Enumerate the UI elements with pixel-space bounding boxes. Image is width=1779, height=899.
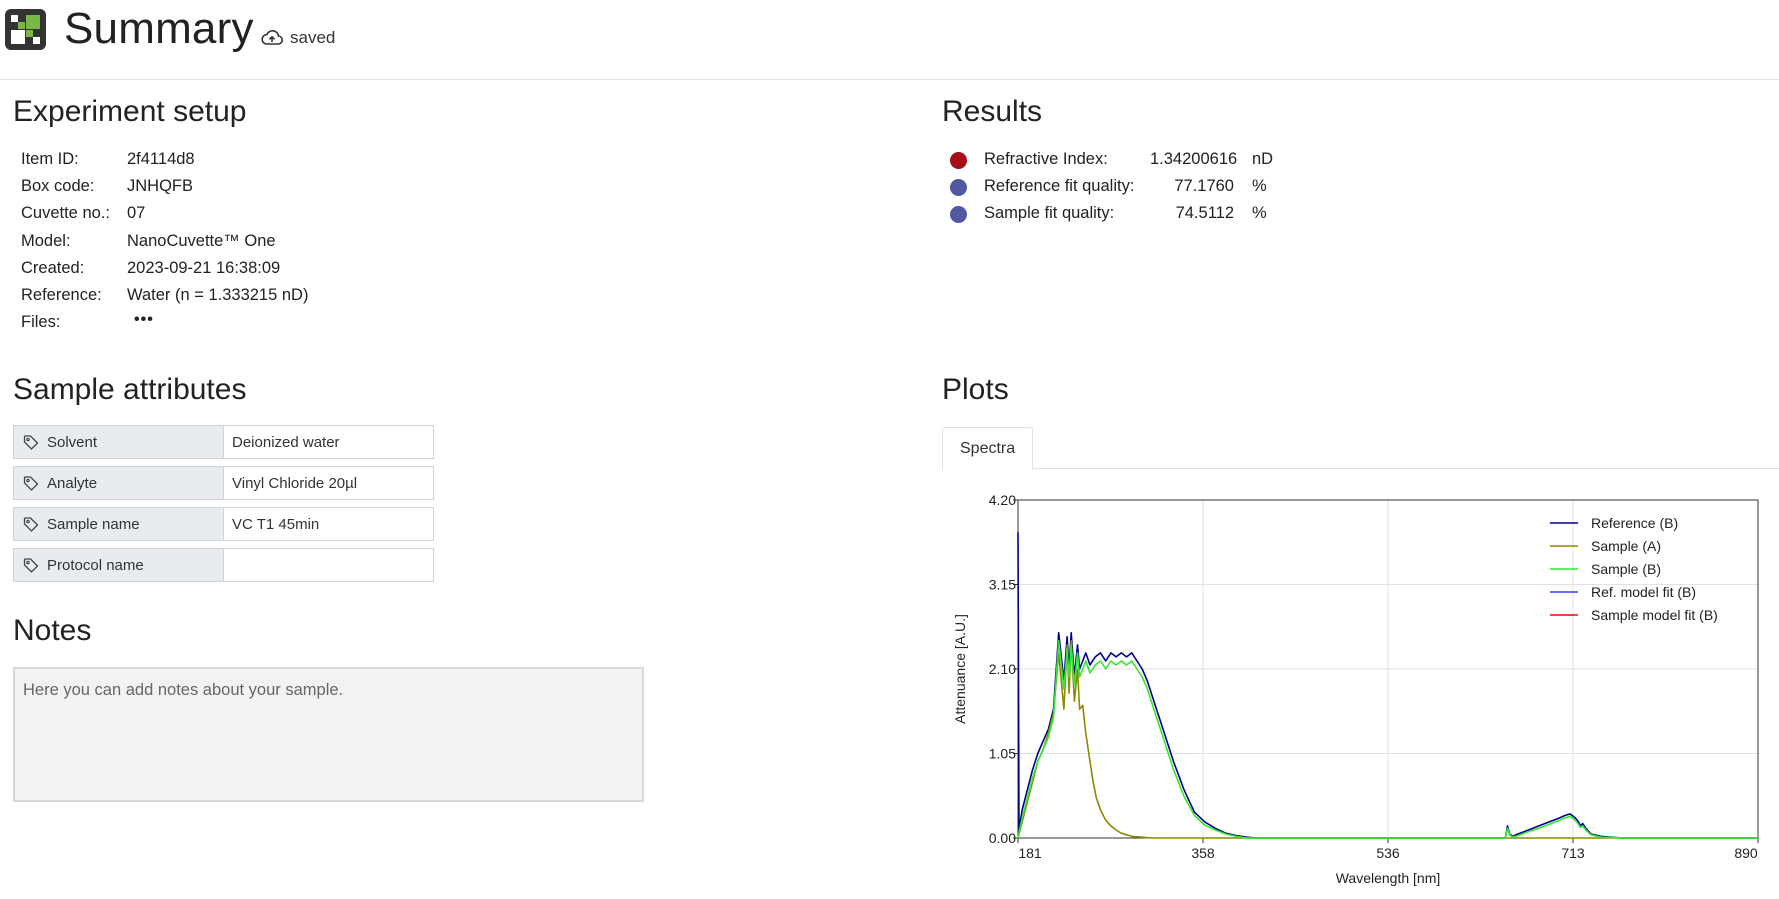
x-axis-label: Wavelength [nm] (1336, 870, 1441, 886)
legend-label: Sample model fit (B) (1591, 607, 1718, 623)
result-unit: % (1252, 177, 1267, 196)
attribute-row-solvent: Solvent Deionized water (13, 425, 434, 459)
result-label: Sample fit quality: (984, 204, 1115, 223)
setup-key: Files: (21, 313, 61, 332)
setup-key: Created: (21, 258, 85, 277)
attribute-value-input[interactable]: VC T1 45min (224, 508, 433, 540)
x-tick-label: 181 (1018, 845, 1042, 861)
result-label: Refractive Index: (984, 150, 1108, 168)
attribute-key-label: Sample name (47, 515, 140, 533)
x-tick-label: 358 (1191, 845, 1215, 861)
results-title: Results (942, 95, 1043, 128)
x-tick-label: 890 (1734, 845, 1758, 861)
y-tick-label: 1.05 (989, 746, 1016, 762)
setup-value: 2f4114d8 (127, 150, 195, 168)
y-axis-label: Attenuance [A.U.] (952, 614, 968, 724)
setup-value: 07 (127, 204, 146, 223)
attribute-key: Analyte (14, 467, 224, 499)
result-value: 74.5112 (1175, 204, 1234, 223)
result-label: Reference fit quality: (984, 177, 1135, 196)
setup-value: JNHQFB (127, 177, 193, 196)
result-unit: % (1252, 204, 1267, 223)
y-tick-label: 0.00 (989, 830, 1016, 846)
cloud-upload-icon (261, 30, 284, 45)
x-tick-label: 713 (1561, 845, 1585, 861)
legend-label: Sample (A) (1591, 538, 1661, 554)
setup-key: Box code: (21, 177, 95, 196)
attribute-value-input[interactable]: Deionized water (224, 426, 433, 458)
tag-icon (23, 517, 39, 532)
page-title: Summary (64, 4, 254, 53)
setup-value: 2023-09-21 16:38:09 (127, 258, 281, 277)
legend-label: Reference (B) (1591, 515, 1678, 531)
attribute-key-label: Solvent (47, 433, 98, 451)
result-value: 1.34200616 (1150, 150, 1238, 168)
tag-icon (23, 558, 39, 573)
attribute-key-label: Protocol name (47, 556, 144, 574)
spectra-chart: 181 358 536 713 890 0.00 1.05 2.10 3.15 4.20 Wavel… (952, 492, 1759, 886)
result-value: 77.1760 (1174, 177, 1234, 196)
plots-title: Plots (942, 373, 1009, 406)
status-dot-icon (950, 179, 967, 197)
attribute-key-label: Analyte (47, 474, 98, 492)
app-logo-icon[interactable] (5, 9, 46, 50)
attribute-value-input[interactable]: Vinyl Chloride 20µl (224, 467, 433, 499)
status-dot-icon (950, 152, 967, 169)
notes-textarea[interactable]: Here you can add notes about your sample… (13, 667, 644, 802)
files-menu-button[interactable]: ••• (134, 311, 154, 329)
x-tick-label: 536 (1376, 845, 1400, 861)
y-tick-label: 4.20 (989, 492, 1016, 508)
result-unit: nD (1252, 150, 1274, 168)
tab-spectra[interactable]: Spectra (942, 427, 1034, 470)
plot-tabs: Spectra (942, 427, 1779, 470)
tag-icon (23, 435, 39, 450)
setup-key: Item ID: (21, 150, 79, 168)
notes-title: Notes (13, 614, 92, 647)
save-status: saved (260, 28, 335, 48)
page-header: Summary saved (0, 0, 1779, 80)
sample-attributes-title: Sample attributes (13, 373, 247, 406)
attribute-value-input[interactable] (224, 549, 433, 581)
setup-key: Model: (21, 231, 71, 250)
attribute-key: Sample name (14, 508, 224, 540)
setup-key: Cuvette no.: (21, 204, 110, 223)
attribute-key: Protocol name (14, 549, 224, 581)
setup-value: NanoCuvette™ One (127, 231, 276, 250)
tag-icon (23, 476, 39, 491)
series-line (1017, 640, 1758, 839)
attribute-row-sample-name: Sample name VC T1 45min (13, 507, 434, 541)
attribute-row-protocol-name: Protocol name (13, 548, 434, 582)
experiment-setup-title: Experiment setup (13, 95, 247, 128)
y-tick-label: 3.15 (989, 577, 1016, 593)
save-status-label: saved (290, 28, 336, 47)
sample-attributes-table: Solvent Deionized water Analyte Vinyl Ch… (13, 425, 434, 589)
status-dot-icon (950, 206, 967, 224)
legend-label: Sample (B) (1591, 561, 1661, 577)
attribute-key: Solvent (14, 426, 224, 458)
legend-label: Ref. model fit (B) (1591, 584, 1696, 600)
y-tick-label: 2.10 (989, 661, 1016, 677)
setup-value: Water (n = 1.333215 nD) (127, 285, 309, 304)
setup-key: Reference: (21, 285, 102, 304)
attribute-row-analyte: Analyte Vinyl Chloride 20µl (13, 466, 434, 500)
